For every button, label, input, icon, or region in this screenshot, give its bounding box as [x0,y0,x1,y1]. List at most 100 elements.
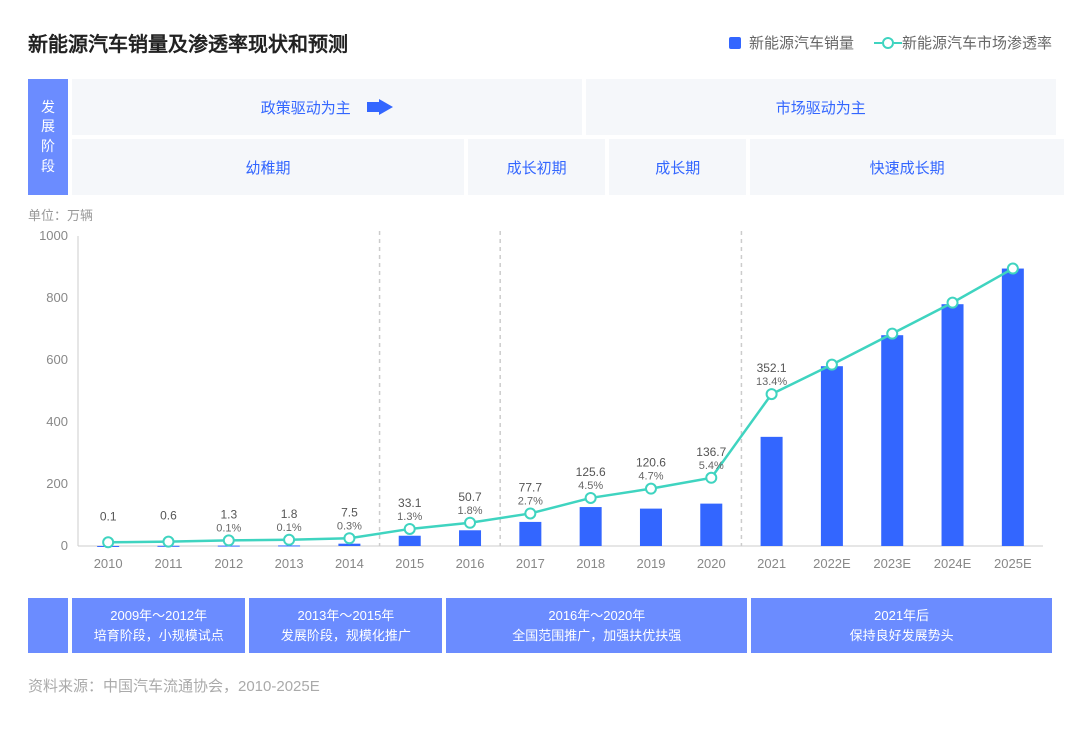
svg-text:600: 600 [46,352,68,367]
stage-side-label: 发展阶段 [28,79,68,195]
bar [1002,269,1024,546]
stage-cell: 市场驱动为主 [586,79,1056,135]
bottom-cell-sub: 培育阶段，小规模试点 [94,626,224,646]
bottom-band-cell: 2016年～2020年全国范围推广，加强扶优扶强 [446,598,747,653]
bar [700,504,722,546]
bottom-cell-title: 2016年～2020年 [548,606,645,626]
bar [821,366,843,546]
line-marker [284,535,294,545]
x-tick-label: 2020 [697,556,726,571]
x-tick-label: 2014 [335,556,364,571]
bar [942,304,964,546]
stage-body: 政策驱动为主 市场驱动为主 幼稚期 成长初期 成长期 快速成长期 [72,79,1052,195]
stage-cell: 快速成长期 [750,139,1064,195]
x-tick-label: 2016 [456,556,485,571]
line-marker [344,533,354,543]
line-marker [887,329,897,339]
bar-value-label: 352.1 [757,361,787,375]
svg-text:200: 200 [46,476,68,491]
bar [881,335,903,546]
line-marker [103,537,113,547]
stage-row-driver: 政策驱动为主 市场驱动为主 [72,79,1052,135]
chart-legend: 新能源汽车销量 新能源汽车市场渗透率 [729,32,1052,53]
legend-line-swatch [882,37,894,49]
bar-value-label: 136.7 [696,445,726,459]
x-tick-label: 2022E [813,556,851,571]
bottom-band: 2009年～2012年培育阶段，小规模试点2013年～2015年发展阶段，规模化… [28,598,1052,653]
bottom-band-cell: 2009年～2012年培育阶段，小规模试点 [72,598,245,653]
trend-line [108,269,1013,543]
line-marker [586,493,596,503]
bar-value-label: 33.1 [398,496,422,510]
bar [519,522,541,546]
line-marker [827,360,837,370]
legend-bar: 新能源汽车销量 [729,32,854,53]
bar-pct-label: 4.5% [578,480,603,492]
bar-pct-label: 1.3% [397,511,422,523]
bottom-band-cell: 2021年后保持良好发展势头 [751,598,1052,653]
bar [640,509,662,546]
stage-row-phase: 幼稚期 成长初期 成长期 快速成长期 [72,139,1052,195]
arrow-right-icon [379,99,393,115]
bottom-cell-sub: 保持良好发展势头 [850,626,954,646]
bar-value-label: 0.6 [160,509,177,523]
line-marker [706,473,716,483]
bar-value-label: 125.6 [576,465,606,479]
bar-pct-label: 0.1% [216,522,241,534]
bar-value-label: 77.7 [519,480,543,494]
unit-label: 单位：万辆 [28,205,1052,224]
x-tick-label: 2015 [395,556,424,571]
chart: 020040060080010000.10.61.30.1%1.80.1%7.5… [28,226,1048,586]
legend-bar-label: 新能源汽车销量 [749,32,854,53]
line-marker [163,537,173,547]
x-tick-label: 2021 [757,556,786,571]
stage-cell-label: 快速成长期 [870,157,945,178]
bar [459,530,481,546]
bottom-cell-sub: 全国范围推广，加强扶优扶强 [512,626,681,646]
line-marker [767,389,777,399]
x-tick-label: 2018 [576,556,605,571]
x-tick-label: 2019 [637,556,666,571]
line-marker [224,535,234,545]
bar-pct-label: 2.7% [518,495,543,507]
svg-text:800: 800 [46,290,68,305]
bottom-cell-title: 2013年～2015年 [297,606,394,626]
bar-pct-label: 13.4% [756,376,787,388]
svg-text:1000: 1000 [39,228,68,243]
stage-cell-label: 政策驱动为主 [261,97,351,118]
bar-pct-label: 0.1% [277,522,302,534]
page-title: 新能源汽车销量及渗透率现状和预测 [28,28,348,57]
bar-value-label: 120.6 [636,456,666,470]
bar-pct-label: 0.3% [337,520,362,532]
x-tick-label: 2012 [214,556,243,571]
bottom-band-lead [28,598,68,653]
legend-bar-swatch [729,37,741,49]
line-marker [525,508,535,518]
x-tick-label: 2023E [873,556,911,571]
svg-text:0: 0 [61,538,68,553]
line-marker [646,484,656,494]
line-marker [948,298,958,308]
bottom-band-cells: 2009年～2012年培育阶段，小规模试点2013年～2015年发展阶段，规模化… [72,598,1052,653]
data-source: 资料来源：中国汽车流通协会，2010-2025E [28,675,1052,696]
legend-line: 新能源汽车市场渗透率 [882,32,1052,53]
chart-svg: 020040060080010000.10.61.30.1%1.80.1%7.5… [28,226,1048,586]
stage-cell-label: 成长初期 [507,157,567,178]
stage-cell: 政策驱动为主 [72,79,582,135]
x-tick-label: 2010 [94,556,123,571]
stage-cell: 成长期 [609,139,746,195]
bar-value-label: 50.7 [458,490,482,504]
bar-pct-label: 4.7% [638,471,663,483]
stage-banner: 发展阶段 政策驱动为主 市场驱动为主 幼稚期 成长初期 成长期 快速成长期 [28,79,1052,195]
bar-value-label: 7.5 [341,505,358,519]
stage-cell-label: 市场驱动为主 [776,97,866,118]
line-marker [405,524,415,534]
bottom-cell-title: 2009年～2012年 [110,606,207,626]
header-row: 新能源汽车销量及渗透率现状和预测 新能源汽车销量 新能源汽车市场渗透率 [28,28,1052,57]
stage-cell-label: 成长期 [655,157,700,178]
x-tick-label: 2011 [154,556,182,571]
stage-cell: 成长初期 [468,139,605,195]
stage-cell: 幼稚期 [72,139,464,195]
line-marker [1008,264,1018,274]
bottom-cell-title: 2021年后 [874,606,929,626]
